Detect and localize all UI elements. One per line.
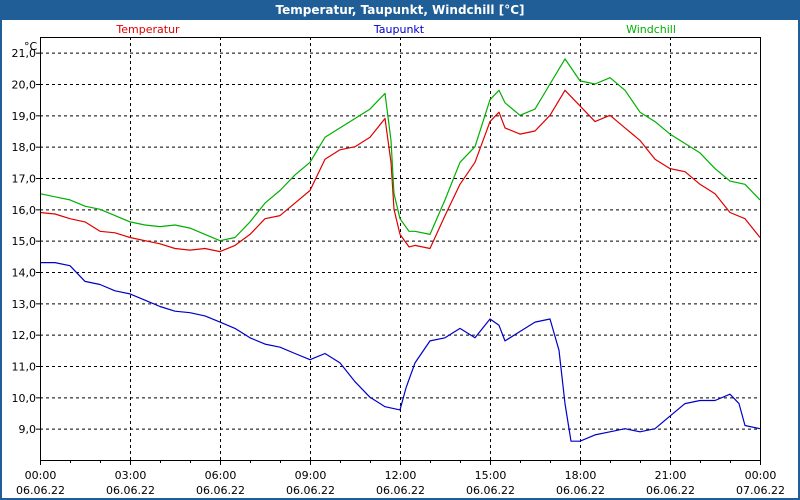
x-tick-time-label: 18:00: [565, 469, 597, 482]
x-tick-date-label: 06.06.22: [286, 484, 335, 497]
series-line-taupunkt: [40, 262, 761, 442]
x-tick-time-label: 06:00: [205, 469, 237, 482]
y-tick-label: 13,0: [12, 298, 37, 311]
x-tick-labels: 00:00 06.06.22 03:00 06.06.22 06:00 06.06.22 0…: [16, 469, 785, 497]
x-tick-date-label: 06.06.22: [556, 484, 605, 497]
y-tick-label: 17,0: [12, 173, 37, 186]
x-tick-time-label: 12:00: [385, 469, 417, 482]
x-tick-time-label: 00:00: [745, 469, 777, 482]
y-tick-label: 19,0: [12, 110, 37, 123]
y-tick-label: 10,0: [12, 392, 37, 405]
x-tick-date-label: 06.06.22: [466, 484, 515, 497]
y-tick-label: 12,0: [12, 329, 37, 342]
y-axis-unit-label: °C: [24, 40, 38, 53]
legend-entry-windchill: Windchill: [626, 23, 676, 36]
x-tick-date-label: 06.06.22: [106, 484, 155, 497]
chart-title: Temperatur, Taupunkt, Windchill [°C]: [275, 3, 525, 17]
y-tick-label: 15,0: [12, 235, 37, 248]
series-group: [39, 58, 761, 442]
legend-entry-temperatur: Temperatur: [115, 23, 180, 36]
x-tick-time-label: 03:00: [115, 469, 147, 482]
x-tick-time-label: 21:00: [655, 469, 687, 482]
series-line-temperatur: [39, 89, 761, 253]
y-tick-label: 21,0: [12, 47, 37, 60]
x-tick-date-label: 06.06.22: [646, 484, 695, 497]
y-tick-label: 18,0: [12, 141, 37, 154]
y-tick-label: 14,0: [12, 267, 37, 280]
plot-frame: [40, 37, 761, 461]
legend: Temperatur Taupunkt Windchill: [115, 23, 676, 36]
axes: [36, 37, 761, 465]
series-line-windchill: [39, 58, 761, 242]
x-tick-date-label: 06.06.22: [376, 484, 425, 497]
x-tick-date-label: 06.06.22: [196, 484, 245, 497]
legend-entry-taupunkt: Taupunkt: [373, 23, 425, 36]
x-tick-time-label: 09:00: [295, 469, 327, 482]
y-tick-label: 9,0: [19, 423, 37, 436]
x-tick-time-label: 15:00: [475, 469, 507, 482]
x-tick-date-label: 06.06.22: [16, 484, 65, 497]
x-tick-time-label: 00:00: [25, 469, 57, 482]
y-tick-labels: 9,0 10,0 11,0 12,0 13,0 14,0 15,0 16,0 17,0 18,0 1…: [12, 47, 37, 436]
y-tick-label: 16,0: [12, 204, 37, 217]
y-tick-label: 20,0: [12, 79, 37, 92]
y-tick-label: 11,0: [12, 361, 37, 374]
grid: [40, 37, 760, 460]
x-tick-date-label: 07.06.22: [736, 484, 785, 497]
